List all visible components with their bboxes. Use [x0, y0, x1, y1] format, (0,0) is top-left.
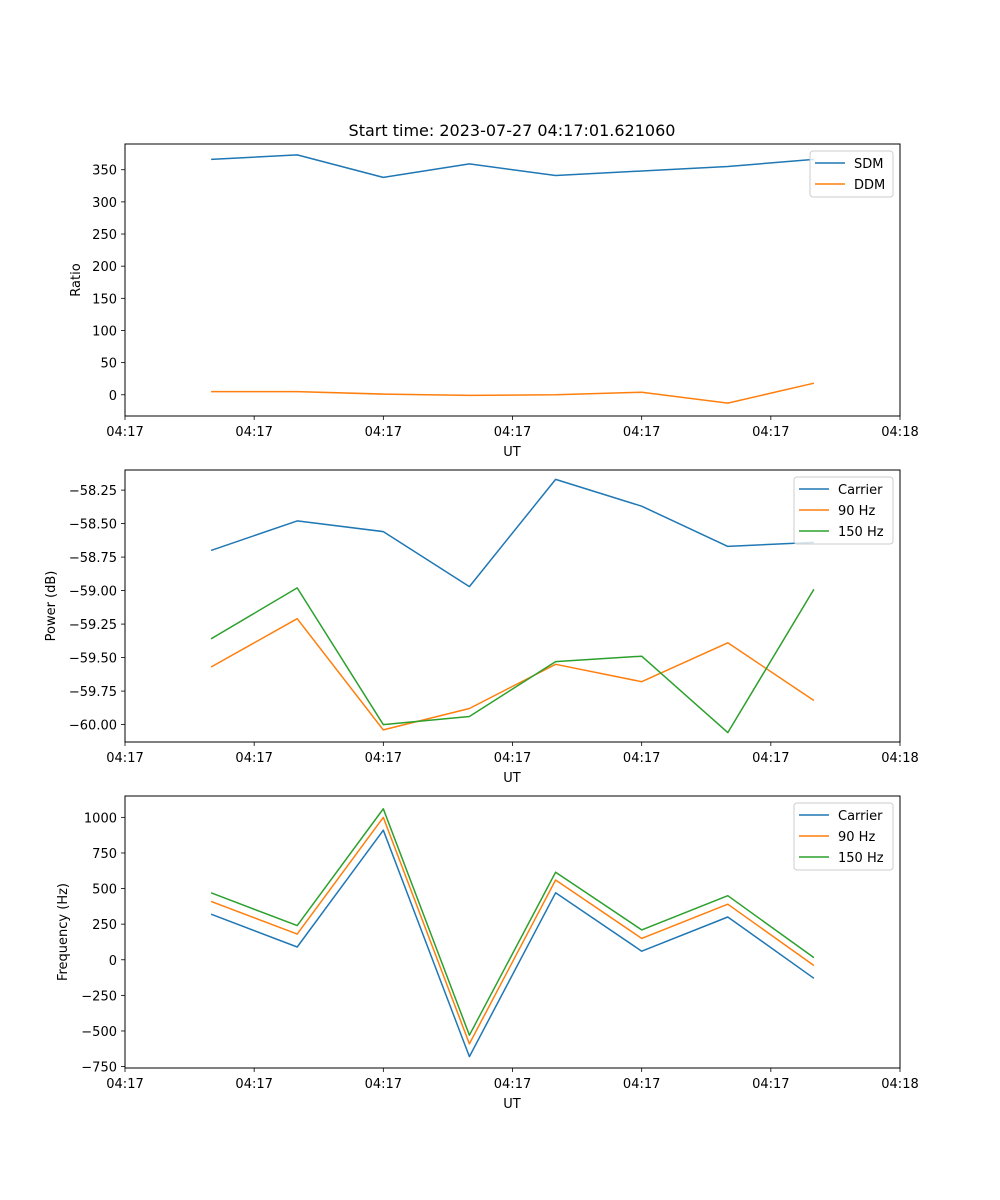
power-plot-area — [210, 478, 815, 734]
y-tick-label: −59.50 — [69, 652, 117, 667]
chart-title: Start time: 2023-07-27 04:17:01.621060 — [349, 121, 676, 140]
frequency-y-axis-label: Frequency (Hz) — [56, 883, 71, 981]
x-tick-label: 04:17 — [752, 1077, 789, 1092]
power-legend-box — [793, 476, 894, 545]
power-y-ticks: −60.00 −59.75 −59.50 −59.25 −59.00 −58.75 −58.… — [69, 484, 125, 734]
legend-label-carrier: Carrier — [838, 809, 883, 824]
y-tick-label: −58.75 — [69, 551, 117, 566]
legend-label-ddm: DDM — [854, 178, 885, 193]
ratio-x-axis-label: UT — [503, 445, 521, 460]
x-tick-label: 04:17 — [752, 425, 789, 440]
y-tick-label: −59.25 — [69, 618, 117, 633]
y-tick-label: −500 — [81, 1025, 117, 1040]
x-tick-label: 04:18 — [881, 751, 918, 766]
frequency-y-ticks: −750 −500 −250 0 250 500 750 1000 — [81, 811, 125, 1076]
legend-label-sdm: SDM — [854, 157, 883, 172]
y-tick-label: 750 — [92, 847, 117, 862]
y-tick-label: 0 — [109, 954, 117, 969]
series-line-90-hz — [210, 617, 815, 731]
x-tick-label: 04:17 — [365, 751, 402, 766]
y-tick-label: 1000 — [84, 811, 117, 826]
y-tick-label: 150 — [92, 292, 117, 307]
series-line-carrier — [210, 829, 815, 1058]
x-tick-label: 04:17 — [106, 751, 143, 766]
ratio-legend: SDM DDM — [809, 150, 894, 198]
x-tick-label: 04:17 — [235, 425, 272, 440]
y-tick-label: −58.50 — [69, 518, 117, 533]
series-line-ddm — [211, 382, 815, 404]
frequency-legend: Carrier 90 Hz 150 Hz — [793, 802, 894, 871]
y-tick-label: 300 — [92, 196, 117, 211]
x-tick-label: 04:17 — [752, 751, 789, 766]
frequency-plot-area — [210, 808, 815, 1058]
x-tick-label: 04:17 — [623, 751, 660, 766]
ratio-x-ticks: 04:17 04:17 04:17 04:17 04:17 04:17 04:18 — [106, 416, 919, 440]
ratio-y-ticks: 0 50 100 150 200 250 300 350 — [92, 164, 125, 404]
legend-label-carrier: Carrier — [838, 483, 883, 498]
x-tick-label: 04:17 — [235, 1077, 272, 1092]
legend-label-90hz: 90 Hz — [838, 830, 875, 845]
panel-power: 04:17 04:17 04:17 04:17 04:17 04:17 04:18 −60.… — [44, 469, 919, 786]
y-tick-label: −60.00 — [69, 719, 117, 734]
y-tick-label: 250 — [92, 228, 117, 243]
series-line-90-hz — [210, 816, 815, 1045]
frequency-x-axis-label: UT — [503, 1097, 521, 1112]
panel-ratio: Start time: 2023-07-27 04:17:01.621060 0… — [69, 121, 919, 460]
legend-label-90hz: 90 Hz — [838, 504, 875, 519]
ratio-y-axis-label: Ratio — [69, 263, 84, 296]
y-tick-label: 200 — [92, 260, 117, 275]
x-tick-label: 04:17 — [365, 1077, 402, 1092]
power-x-ticks: 04:17 04:17 04:17 04:17 04:17 04:17 04:18 — [106, 742, 919, 766]
panel-frequency: 04:17 04:17 04:17 04:17 04:17 04:17 04:18 −750… — [56, 795, 919, 1112]
series-line-150-hz — [210, 587, 815, 734]
x-tick-label: 04:18 — [881, 1077, 918, 1092]
x-tick-label: 04:17 — [365, 425, 402, 440]
y-tick-label: 250 — [92, 918, 117, 933]
y-tick-label: −59.00 — [69, 585, 117, 600]
y-tick-label: −750 — [81, 1061, 117, 1076]
x-tick-label: 04:18 — [881, 425, 918, 440]
series-line-sdm — [211, 154, 814, 179]
frequency-legend-box — [793, 802, 894, 871]
y-tick-label: −250 — [81, 989, 117, 1004]
x-tick-label: 04:17 — [494, 425, 531, 440]
y-tick-label: 500 — [92, 883, 117, 898]
y-tick-label: −58.25 — [69, 484, 117, 499]
x-tick-label: 04:17 — [106, 1077, 143, 1092]
y-tick-label: 350 — [92, 164, 117, 179]
x-tick-label: 04:17 — [235, 751, 272, 766]
ratio-plot-area — [211, 154, 815, 404]
series-line-150-hz — [210, 808, 815, 1036]
y-tick-label: 100 — [92, 324, 117, 339]
legend-label-150hz: 150 Hz — [838, 851, 884, 866]
y-tick-label: 0 — [109, 389, 117, 404]
frequency-x-ticks: 04:17 04:17 04:17 04:17 04:17 04:17 04:18 — [106, 1068, 919, 1092]
legend-label-150hz: 150 Hz — [838, 525, 884, 540]
power-x-axis-label: UT — [503, 771, 521, 786]
x-tick-label: 04:17 — [494, 751, 531, 766]
x-tick-label: 04:17 — [106, 425, 143, 440]
y-tick-label: 50 — [100, 357, 117, 372]
x-tick-label: 04:17 — [623, 425, 660, 440]
x-tick-label: 04:17 — [494, 1077, 531, 1092]
power-y-axis-label: Power (dB) — [44, 571, 59, 642]
x-tick-label: 04:17 — [623, 1077, 660, 1092]
y-tick-label: −59.75 — [69, 685, 117, 700]
series-line-carrier — [210, 478, 814, 588]
power-legend: Carrier 90 Hz 150 Hz — [793, 476, 894, 545]
